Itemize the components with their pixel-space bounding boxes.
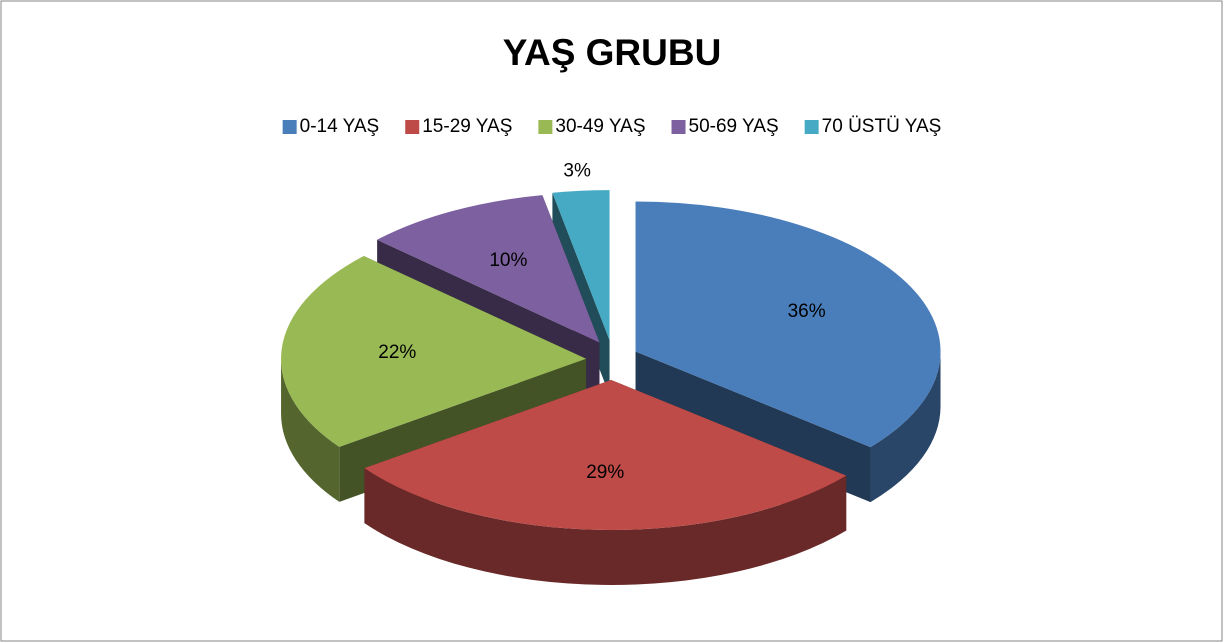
slice-wall [870, 351, 941, 503]
legend-label: 15-29 YAŞ [422, 116, 512, 137]
legend-swatch [538, 120, 553, 134]
slice-top [364, 379, 847, 530]
legend: 0-14 YAŞ 15-29 YAŞ 30-49 YAŞ 50-69 YAŞ 70 ÜS… [282, 116, 942, 137]
data-label: 22% [378, 342, 416, 363]
slice-top [377, 195, 600, 343]
slice-top [635, 201, 941, 448]
legend-swatch [804, 120, 819, 134]
data-label: 3% [563, 160, 591, 181]
slice [364, 379, 847, 585]
slice-wall [281, 358, 340, 502]
legend-label: 70 ÜSTÜ YAŞ [822, 116, 942, 137]
chart-title: YAŞ GRUBU [503, 32, 722, 73]
slice-top [552, 190, 610, 341]
legend-swatch [405, 120, 420, 134]
legend-label: 0-14 YAŞ [300, 116, 380, 137]
legend-swatch [282, 120, 297, 134]
slice-top [281, 256, 587, 447]
slice-wall [364, 468, 847, 585]
data-label: 10% [489, 250, 527, 271]
data-label: 29% [586, 462, 624, 483]
legend-label: 30-49 YAŞ [555, 116, 645, 137]
data-label: 36% [788, 301, 826, 322]
legend-label: 50-69 YAŞ [689, 116, 779, 137]
legend-swatch [671, 120, 686, 134]
